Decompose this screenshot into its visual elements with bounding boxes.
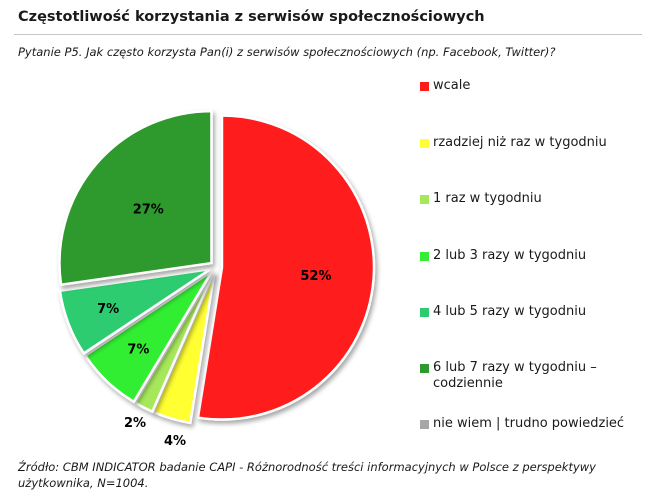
slice-label: 7% <box>97 302 119 317</box>
slice-label: 2% <box>124 416 146 431</box>
legend-label: rzadziej niż raz w tygodniu <box>433 135 607 150</box>
legend-item: 2 lub 3 razy w tygodniu <box>420 248 650 264</box>
legend-swatch <box>420 82 429 91</box>
legend-swatch <box>420 139 429 148</box>
legend-label: wcale <box>433 78 471 93</box>
legend-label: 4 lub 5 razy w tygodniu <box>433 304 587 319</box>
legend-item: nie wiem | trudno powiedzieć <box>420 416 650 432</box>
legend-swatch <box>420 252 429 261</box>
legend-swatch <box>420 364 429 373</box>
legend-item: 4 lub 5 razy w tygodniu <box>420 304 650 320</box>
legend-label: nie wiem | trudno powiedzieć <box>433 416 625 431</box>
legend-label: 2 lub 3 razy w tygodniu <box>433 248 587 263</box>
source-note: Źródło: CBM INDICATOR badanie CAPI - Róż… <box>18 460 596 490</box>
legend-label: 6 lub 7 razy w tygodniu – codziennie <box>433 360 597 391</box>
legend-swatch <box>420 420 429 429</box>
slice-label: 4% <box>164 434 186 449</box>
legend-item: wcale <box>420 78 650 94</box>
pie-slice <box>58 109 213 287</box>
slice-label: 27% <box>133 202 164 217</box>
chart-title: Częstotliwość korzystania z serwisów spo… <box>18 9 485 25</box>
slice-label: 7% <box>127 342 149 357</box>
legend-label: 1 raz w tygodniu <box>433 191 542 206</box>
legend-item: 1 raz w tygodniu <box>420 191 650 207</box>
legend-item: 6 lub 7 razy w tygodniu – codziennie <box>420 360 650 392</box>
pie-slice <box>58 267 212 356</box>
pie-slice <box>133 271 215 414</box>
pie-slice <box>83 270 213 404</box>
slice-label: 52% <box>300 269 331 284</box>
legend-swatch <box>420 308 429 317</box>
legend-item: rzadziej niż raz w tygodniu <box>420 135 650 151</box>
question-text: Pytanie P5. Jak często korzysta Pan(i) z… <box>18 45 556 59</box>
title-divider <box>14 34 642 35</box>
pie-slice <box>196 114 376 421</box>
legend-swatch <box>420 195 429 204</box>
